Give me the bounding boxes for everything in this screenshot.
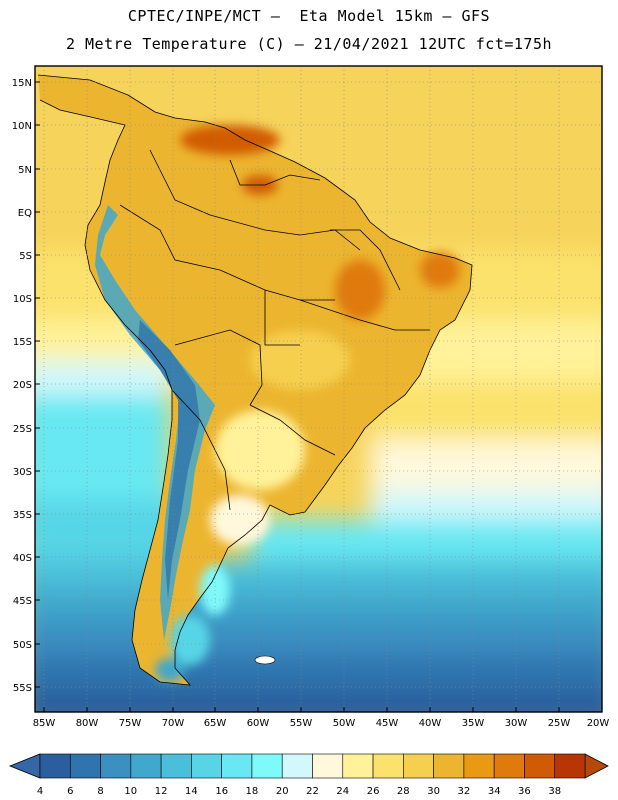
colorbar-swatch [312, 753, 344, 779]
longitude-labels: 85W 80W 75W 70W 65W 60W 55W 50W 45W 40W … [33, 718, 610, 729]
colorbar-swatch [221, 753, 253, 779]
chart-title-line1: CPTEC/INPE/MCT – Eta Model 15km – GFS [127, 7, 491, 25]
colorbar-label: 26 [367, 786, 380, 797]
colorbar-label: 34 [488, 786, 501, 797]
colorbar-swatch [433, 753, 465, 779]
latitude-labels: 15N 10N 5N EQ 5S 10S 15S 20S 25S 30S 35S… [12, 78, 32, 694]
colorbar-swatch [160, 753, 192, 779]
chart-title-line2: 2 Metre Temperature (C) – 21/04/2021 12U… [65, 35, 553, 53]
colorbar-swatch [342, 753, 374, 779]
lat-label: 5N [18, 165, 32, 176]
lat-label: 20S [13, 380, 32, 391]
lat-label: 10N [12, 121, 32, 132]
political-borders [37, 74, 473, 686]
colorbar-swatch [100, 753, 132, 779]
colorbar-high-arrow [584, 753, 609, 779]
lat-label: EQ [18, 208, 32, 219]
colorbar-swatch [130, 753, 162, 779]
south-america-landmass [38, 75, 472, 685]
lat-label: 30S [13, 467, 32, 478]
lon-label: 20W [587, 718, 610, 729]
temperature-colorbar: 4 6 8 10 12 14 16 18 20 22 24 26 28 30 3… [8, 753, 609, 797]
land-temperature-detail [155, 125, 460, 682]
lat-label: 50S [13, 640, 32, 651]
lat-label: 55S [13, 683, 32, 694]
axis-ticks [35, 81, 560, 712]
colorbar-swatch [251, 753, 283, 779]
colorbar-label: 32 [458, 786, 471, 797]
colorbar-label: 18 [246, 786, 259, 797]
colorbar-swatch [69, 753, 101, 779]
lon-label: 35W [462, 718, 485, 729]
falkland-islands [254, 655, 276, 665]
lon-label: 40W [419, 718, 442, 729]
colorbar-label: 4 [37, 786, 43, 797]
lat-label: 35S [13, 510, 32, 521]
colorbar-label: 16 [215, 786, 228, 797]
lon-label: 50W [333, 718, 356, 729]
colorbar-label: 36 [518, 786, 531, 797]
colorbar-low-arrow [8, 753, 41, 779]
lon-label: 65W [204, 718, 227, 729]
lat-label: 25S [13, 424, 32, 435]
lat-label: 5S [19, 251, 32, 262]
graticule [35, 66, 602, 712]
colorbar-label: 10 [124, 786, 137, 797]
map-area [35, 66, 602, 712]
andes-cold-band [95, 205, 215, 640]
colorbar-swatch [554, 753, 586, 779]
lon-label: 75W [119, 718, 142, 729]
colorbar-label: 6 [67, 786, 73, 797]
colorbar-label: 22 [306, 786, 319, 797]
lon-label: 55W [290, 718, 313, 729]
lat-label: 45S [13, 596, 32, 607]
colorbar-label: 14 [185, 786, 198, 797]
colorbar-label: 38 [548, 786, 561, 797]
colorbar-swatch [403, 753, 434, 779]
lat-label: 15N [12, 78, 32, 89]
colorbar-label: 28 [397, 786, 410, 797]
map-frame [34, 65, 603, 713]
lon-label: 30W [505, 718, 528, 729]
lon-label: 85W [33, 718, 56, 729]
colorbar-label: 8 [97, 786, 103, 797]
colorbar-label: 24 [336, 786, 349, 797]
lat-label: 15S [13, 337, 32, 348]
colorbar-swatch [39, 753, 71, 779]
colorbar-swatch [524, 753, 556, 779]
lon-label: 80W [76, 718, 99, 729]
colorbar-label: 30 [427, 786, 440, 797]
lon-label: 45W [376, 718, 399, 729]
lon-label: 70W [162, 718, 185, 729]
lat-label: 40S [13, 553, 32, 564]
andes-coldest-core [138, 320, 200, 600]
lon-label: 60W [247, 718, 270, 729]
lon-label: 25W [548, 718, 571, 729]
colorbar-swatch [281, 753, 313, 779]
colorbar-swatch [191, 753, 222, 779]
lat-label: 10S [13, 294, 32, 305]
colorbar-swatch [493, 753, 525, 779]
colorbar-swatch [372, 753, 404, 779]
colorbar-label: 12 [155, 786, 168, 797]
colorbar-label: 20 [276, 786, 289, 797]
colorbar-swatch [463, 753, 495, 779]
